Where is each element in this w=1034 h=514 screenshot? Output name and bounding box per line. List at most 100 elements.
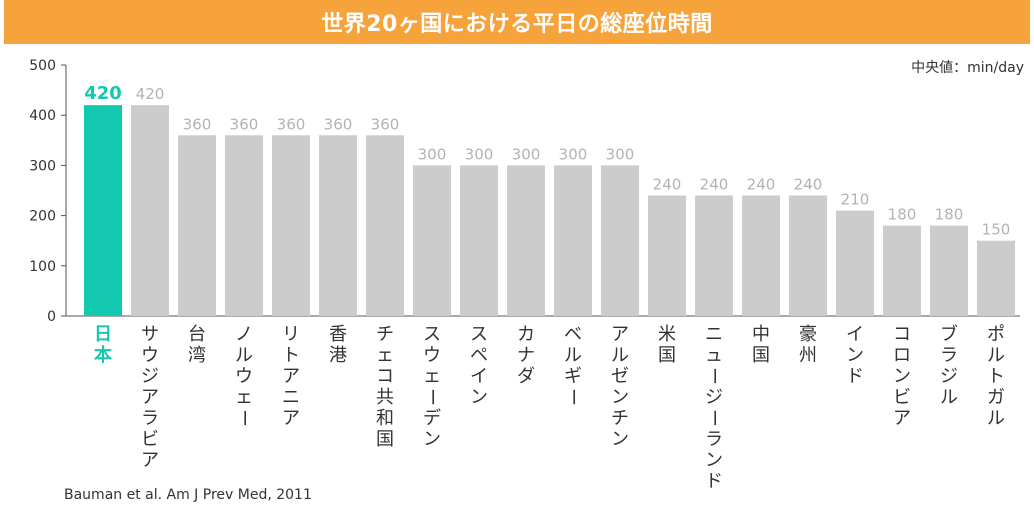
category-label-char: ェ (423, 366, 441, 387)
category-label-char: カ (517, 324, 535, 345)
category-label-char: ウ (235, 366, 253, 387)
bar (178, 135, 216, 316)
category-label-char: ル (235, 345, 253, 366)
y-tick-label: 200 (29, 209, 56, 225)
category-label-char: ル (611, 345, 629, 366)
category-label-char: 港 (329, 345, 347, 366)
bar (601, 165, 639, 316)
category-label-char: ビ (141, 429, 159, 450)
category-label-char: ロ (893, 345, 911, 366)
category-label-char: ー (703, 409, 724, 427)
data-label: 360 (324, 115, 353, 133)
category-label-char: ー (233, 409, 254, 427)
category-label-char: ジ (705, 387, 723, 408)
data-label: 180 (888, 206, 917, 224)
category-label-char: ゼ (611, 366, 629, 387)
category-label-char: ド (846, 366, 864, 387)
category-label-char: ダ (517, 366, 535, 387)
bar (883, 225, 921, 316)
category-label-char: ビ (893, 387, 911, 408)
data-label: 240 (653, 176, 682, 194)
category-label-char: ェ (235, 387, 253, 408)
chart-title: 世界20ヶ国における平日の総座位時間 (321, 12, 713, 37)
category-label-char: ン (705, 450, 723, 471)
category-label-char: イ (846, 324, 864, 345)
bar (84, 105, 122, 316)
category-label-char: ト (987, 366, 1005, 387)
category-label-char: ジ (940, 366, 958, 387)
category-label-char: ル (987, 408, 1005, 429)
category-label-char: 本 (94, 344, 112, 366)
category-label-char: ア (282, 366, 300, 387)
category-label-char: ー (703, 367, 724, 385)
bar (977, 240, 1015, 316)
category-label-char: 国 (658, 345, 676, 366)
category-label-char: 香 (329, 324, 347, 345)
category-label-char: チ (376, 324, 394, 345)
y-tick-label: 500 (29, 58, 56, 74)
unit-label: 中央値：min/day (911, 60, 1024, 76)
category-label-char: ド (705, 471, 723, 492)
data-label: 420 (136, 85, 165, 103)
category-label-char: 米 (658, 324, 676, 345)
category-label-char: ェ (376, 345, 394, 366)
category-label-char: ナ (517, 345, 535, 366)
category-label-char: ラ (141, 408, 159, 429)
data-label: 300 (418, 145, 447, 163)
data-label: 360 (277, 115, 306, 133)
category-label-char: ポ (987, 324, 1005, 345)
y-tick-label: 0 (47, 309, 56, 325)
category-label-char: ラ (940, 345, 958, 366)
category-label-char: ア (893, 408, 911, 429)
category-label-char: サ (141, 324, 159, 345)
category-label-char: ン (423, 429, 441, 450)
category-label-char: 台 (188, 324, 206, 345)
category-label-char: ニ (282, 387, 300, 408)
bar (366, 135, 404, 316)
category-label-char: ン (470, 387, 488, 408)
category-label-char: ト (282, 345, 300, 366)
category-label-char: ア (282, 408, 300, 429)
category-label-char: ー (421, 388, 442, 406)
category-label-char: 豪 (799, 324, 817, 345)
category-label-char: 国 (376, 429, 394, 450)
category-label-char: ル (987, 345, 1005, 366)
bar (742, 195, 780, 316)
category-label-char: 国 (752, 345, 770, 366)
title-banner: 世界20ヶ国における平日の総座位時間 (4, 0, 1030, 44)
bar (460, 165, 498, 316)
category-label-char: ン (611, 387, 629, 408)
category-label-char: ガ (987, 387, 1005, 408)
category-label-char: ペ (470, 345, 488, 366)
bar (648, 195, 686, 316)
category-label-char: ニ (705, 324, 723, 345)
category-label-char: ー (562, 388, 583, 406)
data-label: 240 (794, 176, 823, 194)
category-label-char: チ (611, 408, 629, 429)
y-tick-label: 300 (29, 158, 56, 174)
bar (225, 135, 263, 316)
category-label-char: ブ (940, 323, 958, 345)
category-label-char: ル (564, 345, 582, 366)
bar (319, 135, 357, 316)
data-label: 240 (700, 176, 729, 194)
bar (131, 105, 169, 316)
category-label-char: ア (141, 450, 159, 471)
category-label-char: ン (611, 429, 629, 450)
category-label-char: リ (282, 324, 300, 345)
category-label-char: ノ (235, 324, 253, 345)
category-label-char: ベ (564, 324, 582, 345)
category-label-char: デ (423, 408, 441, 429)
category-label-char: 和 (376, 408, 394, 429)
y-tick-label: 100 (29, 259, 56, 275)
bar (507, 165, 545, 316)
bar (272, 135, 310, 316)
category-label-char: イ (470, 366, 488, 387)
bar (695, 195, 733, 316)
data-label: 180 (935, 206, 964, 224)
bar (554, 165, 592, 316)
category-label-char: ア (611, 324, 629, 345)
category-label-char: ス (470, 324, 488, 345)
data-label: 300 (512, 145, 541, 163)
